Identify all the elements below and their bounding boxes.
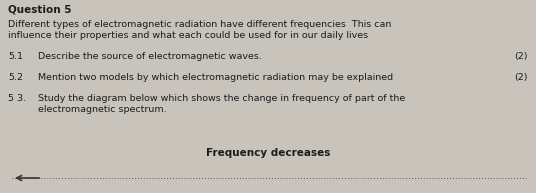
Text: (2): (2) [515,52,528,61]
Text: (2): (2) [515,73,528,82]
Text: influence their properties and what each could be used for in our daily lives: influence their properties and what each… [8,31,368,40]
Text: Mention two models by which electromagnetic radiation may be explained: Mention two models by which electromagne… [38,73,393,82]
Text: 5 3.: 5 3. [8,94,26,103]
Text: Study the diagram below which shows the change in frequency of part of the: Study the diagram below which shows the … [38,94,405,103]
Text: electromagnetic spectrum.: electromagnetic spectrum. [38,105,167,114]
Text: Different types of electromagnetic radiation have different frequencies  This ca: Different types of electromagnetic radia… [8,20,391,29]
Text: 5.1: 5.1 [8,52,23,61]
Text: Frequency decreases: Frequency decreases [206,148,330,158]
Text: 5.2: 5.2 [8,73,23,82]
Text: Question 5: Question 5 [8,4,71,14]
Text: Describe the source of electromagnetic waves.: Describe the source of electromagnetic w… [38,52,262,61]
